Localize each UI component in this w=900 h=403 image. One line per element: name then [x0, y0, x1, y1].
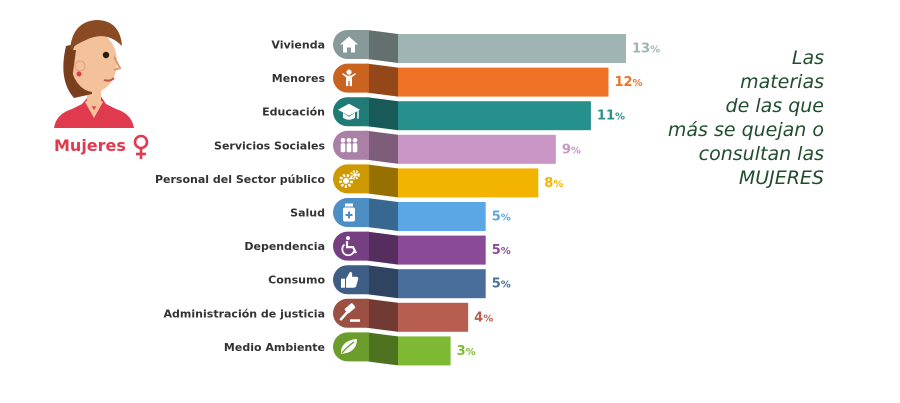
- thumbs-up-icon: [341, 271, 359, 288]
- category-label: Dependencia: [244, 240, 325, 253]
- category-label: Educación: [262, 106, 325, 119]
- bar-fold: [367, 164, 398, 198]
- bar-fold: [367, 63, 398, 97]
- chart-row: Vivienda 13%: [271, 30, 660, 63]
- headline-line: consultan las: [698, 143, 824, 165]
- woman-avatar-icon: [44, 10, 139, 132]
- chart-row: Servicios Sociales 9%: [214, 130, 581, 164]
- chart-row: Consumo 5%: [268, 265, 511, 299]
- value-label: 4%: [474, 310, 493, 325]
- value-label: 5%: [492, 277, 511, 292]
- chart-row: Personal del Sector público 8%: [155, 164, 563, 198]
- value-label: 9%: [562, 142, 581, 157]
- category-label: Salud: [290, 207, 325, 220]
- bar-fold: [367, 231, 398, 265]
- bar: [398, 302, 469, 332]
- value-label: 12%: [614, 75, 642, 90]
- bar: [398, 235, 486, 265]
- chart-row: Medio Ambiente 3%: [224, 332, 476, 366]
- people-group-icon: [340, 138, 358, 153]
- wheelchair-icon: [341, 236, 357, 257]
- bar: [398, 336, 451, 366]
- leaf-icon: [340, 338, 357, 354]
- headline-line: MUJERES: [738, 167, 824, 189]
- category-label: Administración de justicia: [164, 307, 325, 320]
- value-label: 5%: [492, 210, 511, 225]
- value-label: 5%: [492, 243, 511, 258]
- value-label: 13%: [632, 42, 660, 57]
- gears-icon: [339, 170, 360, 188]
- category-label: Servicios Sociales: [214, 139, 325, 152]
- bar: [398, 101, 591, 131]
- medicine-bottle-icon: [343, 203, 355, 222]
- headline-line: más se quejan o: [667, 119, 824, 141]
- gavel-icon: [339, 303, 360, 322]
- headline-line: materias: [740, 71, 824, 93]
- chart-row: Dependencia 5%: [244, 231, 511, 265]
- bar-fold: [367, 97, 398, 131]
- category-label: Personal del Sector público: [155, 173, 325, 186]
- value-label: 3%: [457, 344, 476, 359]
- female-symbol-icon: [133, 134, 149, 164]
- category-label: Menores: [272, 72, 326, 85]
- headline: Las materias de las que más se quejan o …: [640, 46, 824, 190]
- category-label: Vivienda: [271, 39, 325, 52]
- bar-fold: [367, 265, 398, 299]
- child-icon: [342, 69, 356, 87]
- chart-row: Salud 5%: [290, 198, 511, 231]
- bar: [398, 134, 556, 164]
- headline-line: de las que: [725, 95, 824, 117]
- category-label: Medio Ambiente: [224, 341, 325, 354]
- bar: [398, 269, 486, 299]
- bar-cap: [333, 298, 369, 328]
- chart-row: Educación 11%: [262, 97, 625, 131]
- bar-fold: [367, 332, 398, 366]
- value-label: 11%: [597, 109, 625, 124]
- house-icon: [340, 36, 358, 53]
- bar: [398, 67, 609, 97]
- bar-fold: [367, 198, 398, 231]
- headline-line: Las: [791, 47, 824, 69]
- chart-row: Administración de justicia 4%: [164, 298, 493, 332]
- bar: [398, 34, 626, 63]
- chart-row: Menores 12%: [272, 63, 643, 97]
- bar-fold: [367, 130, 398, 164]
- category-label: Consumo: [268, 274, 325, 287]
- bar: [398, 168, 539, 198]
- graduation-cap-icon: [338, 103, 360, 120]
- bar: [398, 202, 486, 231]
- value-label: 8%: [544, 176, 563, 191]
- bar-fold: [367, 298, 398, 332]
- gender-label: Mujeres: [54, 136, 126, 155]
- bar-fold: [367, 30, 398, 63]
